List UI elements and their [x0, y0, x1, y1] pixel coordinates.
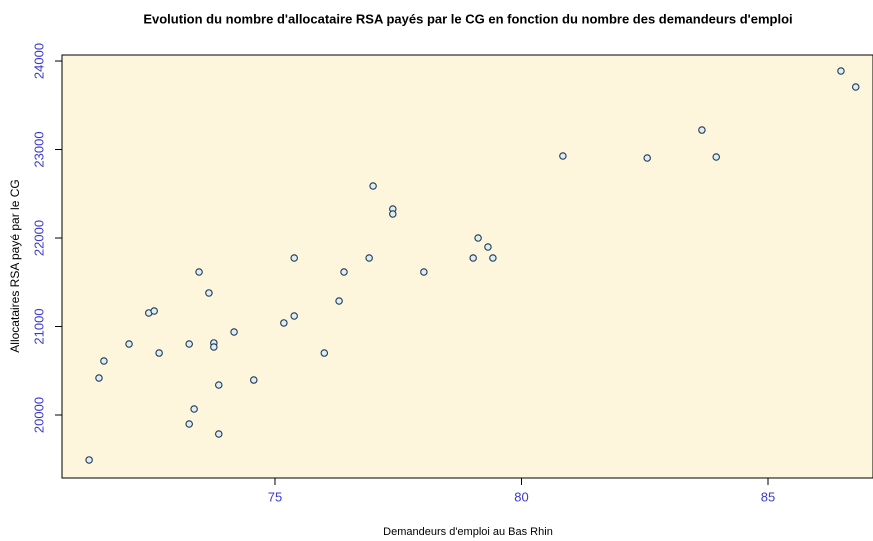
- point: [215, 381, 223, 389]
- y-axis-label: Allocataires RSA payé par le CG: [8, 179, 22, 352]
- point: [125, 340, 133, 348]
- y-tick-label: 23000: [31, 131, 46, 167]
- point: [280, 319, 288, 327]
- point: [837, 67, 845, 75]
- point: [340, 268, 348, 276]
- point: [190, 405, 198, 413]
- point: [215, 430, 223, 438]
- plot-background: [61, 54, 873, 479]
- point: [185, 340, 193, 348]
- y-tick-label: 22000: [31, 220, 46, 256]
- point: [389, 210, 397, 218]
- y-tick-label: 20000: [31, 397, 46, 433]
- point: [712, 153, 720, 161]
- point: [95, 374, 103, 382]
- point: [250, 376, 258, 384]
- x-tick-label: 85: [761, 489, 775, 504]
- point: [205, 289, 213, 297]
- point: [320, 349, 329, 357]
- point: [365, 254, 373, 262]
- point: [155, 349, 163, 357]
- point: [210, 343, 218, 351]
- point: [195, 268, 203, 276]
- point: [85, 456, 93, 464]
- point: [290, 312, 298, 320]
- point: [230, 328, 238, 336]
- x-tick-label: 75: [268, 489, 282, 504]
- point: [150, 307, 158, 315]
- point: [185, 420, 193, 428]
- point: [290, 254, 298, 262]
- point: [474, 234, 482, 242]
- point: [489, 254, 497, 262]
- point: [100, 357, 108, 365]
- point: [369, 182, 377, 190]
- point: [643, 154, 651, 162]
- y-tick-label: 24000: [31, 43, 46, 79]
- chart-title: Evolution du nombre d'allocataire RSA pa…: [143, 11, 792, 26]
- point: [851, 83, 860, 91]
- point: [335, 297, 343, 305]
- point: [559, 152, 567, 160]
- y-tick-label: 21000: [31, 308, 46, 344]
- x-tick-label: 80: [514, 489, 528, 504]
- point: [698, 126, 706, 134]
- point: [469, 254, 477, 262]
- x-axis-label: Demandeurs d'emploi au Bas Rhin: [383, 526, 553, 538]
- point: [420, 268, 428, 276]
- point: [484, 243, 492, 251]
